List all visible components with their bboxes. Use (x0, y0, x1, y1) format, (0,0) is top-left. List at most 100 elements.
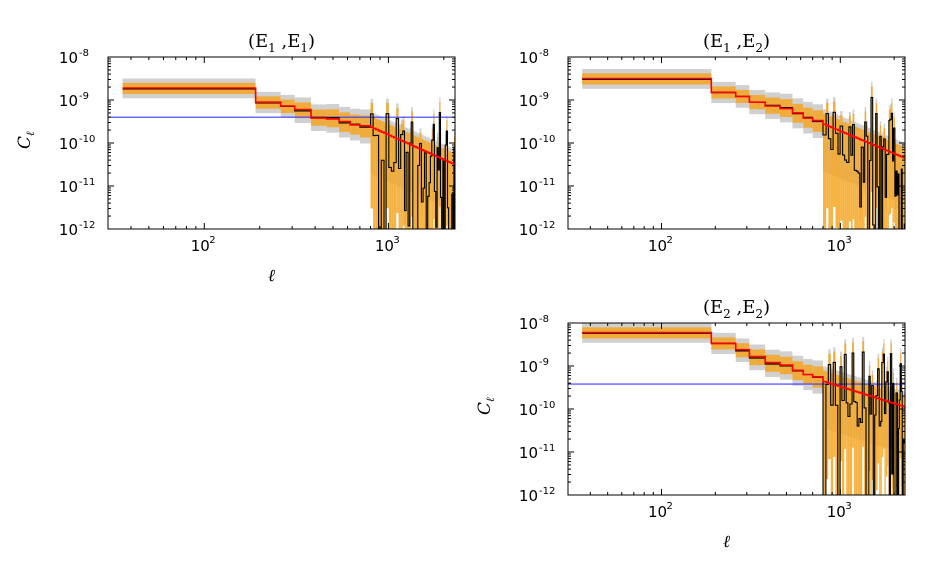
error-band-orange (877, 135, 879, 229)
plot-area (568, 323, 905, 495)
error-band-orange (867, 384, 869, 495)
error-band-orange (870, 385, 872, 495)
x-axis-label: ℓ (268, 266, 275, 286)
y-tick-label-exp: -10 (539, 134, 555, 145)
error-band-orange (879, 125, 882, 229)
error-band-orange (875, 384, 878, 491)
error-band-orange (887, 140, 889, 229)
error-band-orange (893, 117, 895, 223)
error-band-orange (860, 382, 863, 495)
y-tick-label-exp: -8 (539, 48, 549, 59)
error-band-orange (841, 376, 845, 495)
error-band-orange (842, 121, 845, 229)
error-band-orange (444, 149, 446, 229)
title-part: ,E (731, 31, 756, 52)
error-band-orange (875, 102, 878, 209)
error-band-orange (890, 342, 892, 449)
error-band-orange (404, 131, 407, 229)
y-tick-label-exp: -12 (539, 486, 555, 497)
error-band-orange (445, 134, 447, 229)
error-band-orange (877, 358, 880, 464)
error-band-orange (838, 119, 841, 229)
y-tick-label-exp: -9 (539, 91, 549, 102)
error-band-orange (888, 109, 890, 216)
error-band-orange (398, 128, 401, 229)
error-band-orange (883, 343, 885, 449)
x-tick-label-base: 10 (827, 503, 846, 521)
y-tick-label-exp: -12 (79, 220, 95, 231)
y-tick-label-base: 10 (519, 221, 538, 239)
error-band-orange (874, 134, 876, 229)
error-band-orange (879, 388, 881, 495)
error-band-orange (830, 116, 834, 229)
error-band-orange (869, 132, 871, 229)
error-band-orange (426, 141, 428, 229)
error-band-orange (408, 133, 410, 229)
error-band-orange (888, 391, 890, 495)
error-band-orange (852, 113, 855, 220)
error-band-orange (381, 121, 385, 229)
error-band-orange (859, 128, 862, 229)
x-tick-label-exp: 3 (845, 235, 851, 246)
y-tick-label-base: 10 (59, 92, 78, 110)
error-band-orange (858, 381, 861, 495)
error-band-orange (854, 126, 857, 229)
error-band-orange (880, 388, 882, 495)
error-band-orange (844, 343, 847, 449)
error-band-orange (749, 349, 766, 366)
plot-area (108, 78, 455, 229)
error-band-orange (415, 136, 418, 229)
y-axis-label-main: C (15, 136, 35, 149)
error-band-orange (848, 116, 851, 222)
error-band-orange (900, 145, 902, 229)
error-band-orange (393, 126, 397, 229)
error-band-orange (402, 120, 405, 226)
error-band-orange (430, 143, 432, 229)
y-tick-label-base: 10 (59, 49, 78, 67)
error-band-orange (448, 151, 450, 229)
error-band-orange (872, 134, 875, 229)
error-band-orange (449, 151, 451, 229)
error-band-orange (828, 353, 831, 460)
error-band-orange (822, 370, 826, 495)
error-band-orange (863, 130, 865, 229)
y-tick-label-base: 10 (519, 92, 538, 110)
y-tick-label-base: 10 (519, 401, 538, 419)
error-band-orange (384, 122, 387, 229)
error-band-orange (887, 361, 889, 467)
error-band-orange (840, 115, 843, 221)
error-band-orange (837, 375, 841, 495)
y-tick-label-base: 10 (59, 135, 78, 153)
error-band-orange (886, 139, 888, 229)
x-tick-label-exp: 3 (393, 235, 399, 246)
title-part: ) (763, 297, 770, 318)
x-tick-label-base: 10 (375, 237, 394, 255)
error-band-orange (870, 86, 873, 193)
error-band-orange (853, 380, 856, 495)
theory-line (122, 87, 455, 166)
y-axis-label-subscript: ℓ (24, 131, 37, 136)
error-band-orange (874, 386, 876, 495)
y-tick-label-exp: -11 (539, 443, 555, 454)
y-tick-label-base: 10 (519, 135, 538, 153)
error-band-orange (852, 342, 854, 448)
title-subscript: 1 (300, 41, 308, 55)
title-part: (E (248, 31, 268, 52)
error-band-orange (396, 107, 399, 214)
error-band-orange (884, 389, 886, 495)
y-tick-label-base: 10 (519, 315, 538, 333)
y-tick-label-base: 10 (519, 49, 538, 67)
y-tick-label-base: 10 (519, 358, 538, 376)
x-tick-label-base: 10 (648, 503, 667, 521)
data-step-line (122, 88, 455, 229)
y-axis-label: Cℓ (475, 397, 497, 415)
y-tick-label-base: 10 (59, 178, 78, 196)
error-band-orange (847, 378, 850, 495)
error-band-orange (406, 132, 409, 229)
title-part: (E (703, 297, 723, 318)
error-band-orange (889, 108, 892, 214)
data-step-line (582, 332, 905, 495)
error-band-orange (451, 152, 453, 229)
error-band-orange (892, 142, 894, 229)
